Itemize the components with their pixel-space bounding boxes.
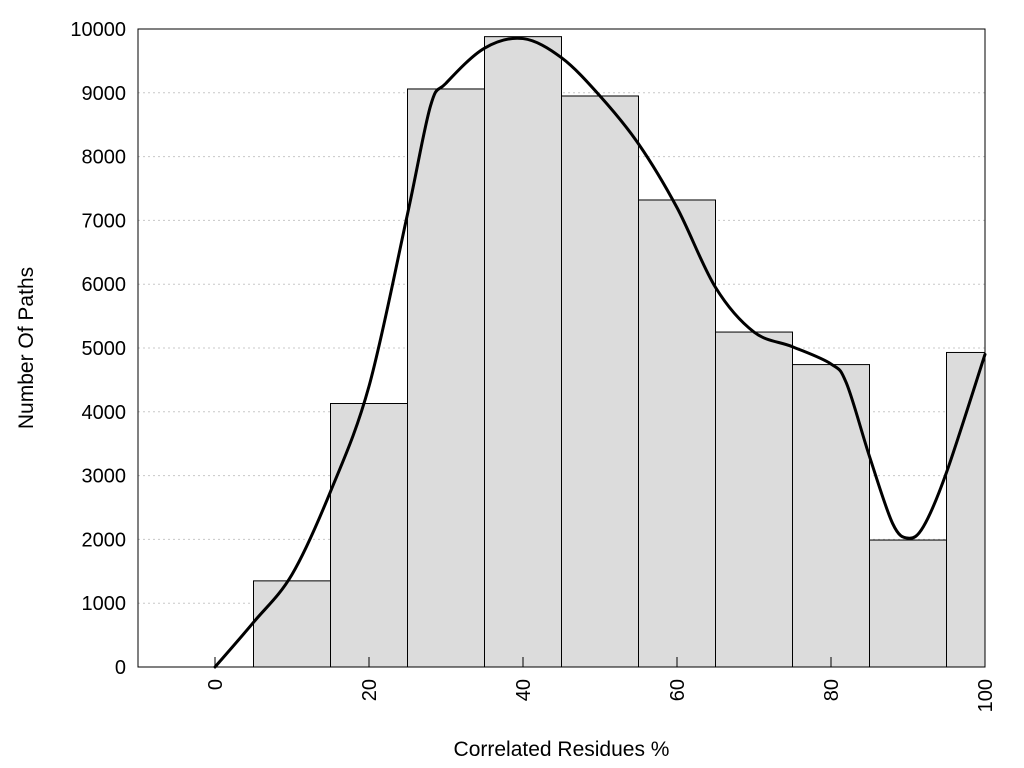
x-tick-label: 40 [513,679,535,701]
y-tick-label: 4000 [82,402,127,424]
y-tick-label: 7000 [82,210,127,232]
y-axis-label: Number Of Paths [15,267,38,429]
y-tick-label: 1000 [82,593,127,615]
y-tick-label: 9000 [82,83,127,105]
histogram-bar [715,331,793,668]
histogram-bar [946,351,986,668]
y-tick-label: 8000 [82,147,127,169]
histogram-bar [330,403,408,668]
y-tick-label: 0 [115,657,126,679]
histogram-bar [869,539,947,668]
x-tick-label: 20 [359,679,381,701]
x-tick-label: 60 [667,679,689,701]
y-tick-label: 6000 [82,274,127,296]
density-curve [213,36,987,669]
x-tick-label: 100 [975,679,997,712]
histogram-bar [638,199,716,668]
y-tick-label: 3000 [82,466,127,488]
histogram-bar [792,364,870,668]
histogram-bar [561,95,639,668]
x-tick-label: 80 [821,679,843,701]
x-axis-ticks: 0 20 40 60 80 100 [205,657,997,712]
histogram-bar [484,36,562,668]
plot-frame [137,28,986,668]
histogram-bar [407,88,485,668]
bar-layer [253,36,986,668]
y-tick-label: 5000 [82,338,127,360]
y-axis-ticks: 0 1000 2000 3000 4000 5000 6000 7000 8000 9000 100… [70,19,126,679]
y-tick-label: 2000 [82,529,127,551]
x-axis-label: Correlated Residues % [454,738,670,761]
curve-layer [213,36,987,669]
histogram-bar [253,580,331,668]
x-tick-label: 0 [205,679,227,690]
y-tick-label: 10000 [70,19,126,41]
